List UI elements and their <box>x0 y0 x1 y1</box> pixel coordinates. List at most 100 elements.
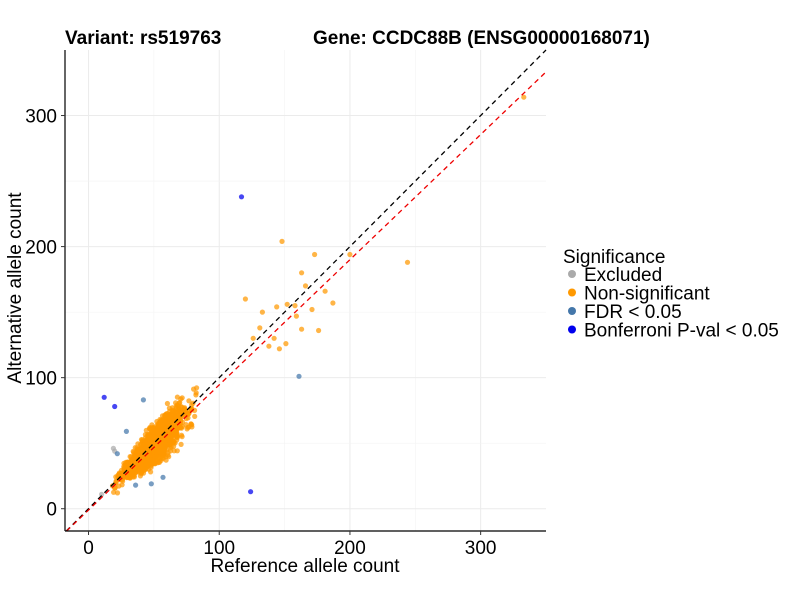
non-significant-point <box>330 300 336 306</box>
fdr-0-05-point <box>114 451 120 457</box>
non-significant-point <box>122 465 128 471</box>
x-tick-label: 200 <box>334 538 366 559</box>
non-significant-point <box>160 455 167 461</box>
points-layer <box>99 94 527 497</box>
non-significant-point <box>257 325 263 331</box>
non-significant-point <box>178 417 184 423</box>
non-significant-point <box>140 456 146 462</box>
y-tick-label: 300 <box>25 107 57 128</box>
non-significant-point <box>138 437 145 443</box>
x-tick-label: 0 <box>83 538 94 559</box>
fdr-0-05-point <box>160 474 166 480</box>
non-significant-point <box>175 410 181 416</box>
non-significant-point <box>316 327 322 334</box>
non-significant-point <box>173 425 179 431</box>
non-significant-point <box>299 326 305 332</box>
non-significant-point <box>283 341 289 347</box>
non-significant-point <box>179 434 185 440</box>
legend: Significance ExcludedNon-significantFDR … <box>563 247 779 342</box>
non-significant-point <box>180 412 186 418</box>
non-significant-point <box>146 453 152 459</box>
non-significant-point <box>299 270 305 276</box>
grid <box>65 50 546 531</box>
fdr-0-05-point <box>123 428 129 434</box>
fdr-0-05-point <box>296 373 302 379</box>
non-significant-point <box>169 405 176 411</box>
non-significant-point <box>271 335 277 341</box>
non-significant-point <box>404 259 411 265</box>
legend-label: FDR < 0.05 <box>584 302 682 323</box>
x-tick-label: 300 <box>465 538 497 559</box>
non-significant-point <box>184 426 190 432</box>
non-significant-point <box>133 457 139 463</box>
non-significant-point <box>165 413 171 419</box>
non-significant-point <box>259 309 265 315</box>
non-significant-point <box>293 313 299 319</box>
bonferroni-p-val-0-05-point <box>112 403 118 410</box>
non-significant-point <box>145 432 152 438</box>
non-significant-point <box>111 489 117 495</box>
legend-label: Excluded <box>584 265 662 286</box>
non-significant-point <box>322 288 328 294</box>
fdr-0-05-point <box>148 481 154 487</box>
bonferroni-p-val-0-05-point <box>248 489 254 495</box>
non-significant-point <box>143 442 150 448</box>
non-significant-point <box>188 421 194 427</box>
non-significant-point <box>274 304 280 310</box>
non-significant-point <box>302 283 309 289</box>
non-significant-point <box>182 407 188 413</box>
gene-title: Gene: CCDC88B (ENSG00000168071) <box>313 28 650 49</box>
x-axis-title: Reference allele count <box>210 556 400 577</box>
legend-key <box>568 270 576 278</box>
non-significant-point <box>148 442 154 448</box>
non-significant-point <box>292 303 298 309</box>
legend-key <box>568 325 576 334</box>
non-significant-point <box>155 427 161 433</box>
non-significant-point <box>172 431 178 437</box>
x-tick-label: 100 <box>203 538 235 559</box>
legend-key <box>568 307 576 315</box>
non-significant-point <box>123 459 129 465</box>
fdr-0-05-point <box>133 482 139 488</box>
non-significant-point <box>192 413 198 419</box>
tick-labels: 0 100 200 300 0 100 200 300 <box>25 107 496 559</box>
identity-line <box>65 49 547 532</box>
non-significant-point <box>127 454 133 460</box>
non-significant-point <box>179 395 185 401</box>
non-significant-point <box>144 464 150 470</box>
non-significant-point <box>193 392 199 398</box>
non-significant-point <box>521 94 527 100</box>
y-tick-label: 100 <box>25 369 57 390</box>
y-tick-label: 200 <box>25 238 57 259</box>
non-significant-point <box>159 426 165 432</box>
excluded-point <box>99 491 105 497</box>
non-significant-point <box>279 238 285 244</box>
non-significant-point <box>166 454 172 460</box>
non-significant-point <box>266 343 272 349</box>
legend-label: Non-significant <box>584 284 710 305</box>
bonferroni-p-val-0-05-point <box>101 394 107 400</box>
non-significant-point <box>242 296 248 302</box>
reference-lines <box>65 49 547 532</box>
non-significant-point <box>284 301 290 307</box>
non-significant-point <box>157 419 163 426</box>
non-significant-point <box>126 475 132 481</box>
non-significant-point <box>169 417 176 424</box>
non-significant-point <box>178 441 184 447</box>
non-significant-point <box>140 462 146 468</box>
non-significant-point <box>174 402 180 408</box>
non-significant-point <box>138 442 144 448</box>
non-significant-point <box>186 398 192 404</box>
non-significant-point <box>166 429 172 435</box>
non-significant-point <box>312 251 318 258</box>
legend-key <box>568 288 576 297</box>
non-significant-point <box>147 457 153 463</box>
non-significant-point <box>154 447 160 453</box>
legend-label: Bonferroni P-val < 0.05 <box>584 321 779 342</box>
non-significant-point <box>309 306 315 313</box>
fdr-0-05-point <box>140 397 146 403</box>
non-significant-point <box>347 251 353 258</box>
non-significant-point <box>136 447 142 454</box>
